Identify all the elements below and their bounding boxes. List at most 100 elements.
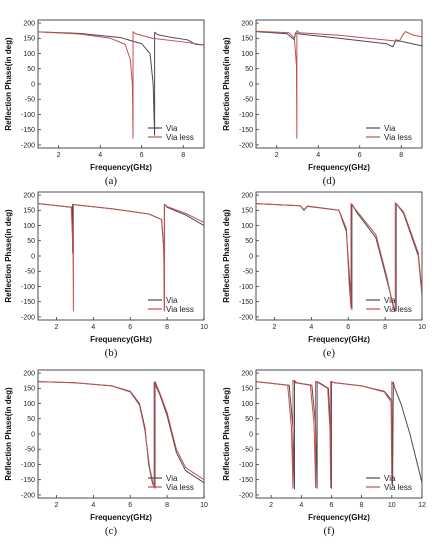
series-line-via [256,380,422,490]
series-group [38,31,204,139]
y-tick-label: -100 [239,112,253,119]
y-tick-label: -200 [239,314,253,321]
y-tick-label: -150 [239,477,253,484]
y-tick-label: -100 [21,284,35,291]
y-tick-label: -50 [243,97,253,104]
y-tick-label: 50 [27,66,35,73]
y-tick-label: -150 [21,127,35,134]
x-axis-title: Frequency(GHz) [90,163,152,172]
y-tick-label: -200 [239,492,253,499]
panel-label: (e) [323,347,336,359]
x-tick-label: 2 [272,324,276,331]
x-tick-label: 8 [399,152,403,159]
panel-e: 2 4 6 8 10 -200 -150 -100 -50 0 50 100 150 200 Frequen… [222,191,426,359]
x-tick-label: 6 [346,324,350,331]
legend-label-via: Via [166,296,178,305]
y-tick-label: 0 [249,81,253,88]
legend-label-via: Via [384,296,396,305]
series-line-via [38,31,204,136]
x-tick-label: 4 [91,324,95,331]
legend-label-via-less: Via less [384,483,412,492]
y-tick-label: 200 [23,20,35,27]
series-group [38,203,204,312]
y-tick-label: -200 [239,142,253,149]
plot-frame [255,19,423,149]
y-axis-title: Reflection Phase(in deg) [222,387,231,481]
x-tick-label: 6 [358,152,362,159]
x-tick-label: 10 [200,502,208,509]
y-tick-label: -150 [239,127,253,134]
x-tick-label: 4 [299,502,303,509]
series-group [256,379,422,490]
y-axis-title: Reflection Phase(in deg) [222,37,231,131]
x-tick-label: 2 [57,152,61,159]
series-line-via-less [38,31,204,139]
x-tick-label: 6 [128,324,132,331]
y-tick-label: 150 [241,208,253,215]
y-tick-label: 200 [241,370,253,377]
x-axis-title: Frequency(GHz) [308,335,370,344]
panel-label: (b) [105,347,118,359]
y-tick-label: 200 [23,370,35,377]
legend-label-via-less: Via less [166,483,194,492]
y-axis-title: Reflection Phase(in deg) [4,387,13,481]
x-tick-label: 4 [98,152,102,159]
y-tick-label: -150 [239,299,253,306]
series-line-via [38,381,204,488]
y-tick-label: 50 [27,416,35,423]
panel-b: 2 4 6 8 10 -200 -150 -100 -50 0 50 100 150 200 Frequen… [4,191,208,359]
x-axis-title: Frequency(GHz) [308,163,370,172]
y-tick-label: 0 [31,81,35,88]
y-tick-label: -50 [243,447,253,454]
panel-f: 2 4 6 8 10 12 -200 -150 -100 -50 0 50 100 150 200 Frequ… [222,369,426,537]
y-tick-label: -200 [21,314,35,321]
x-tick-label: 6 [128,502,132,509]
y-tick-label: 100 [23,51,35,58]
plot-frame [37,19,205,149]
y-tick-label: 150 [23,386,35,393]
y-tick-label: -50 [25,269,35,276]
panel-label: (c) [105,525,118,537]
legend-label-via-less: Via less [166,133,194,142]
series-group [256,202,422,312]
y-tick-label: -100 [239,284,253,291]
y-tick-label: -50 [25,97,35,104]
x-tick-label: 6 [330,502,334,509]
panel-label: (d) [323,175,336,187]
panel-label: (a) [105,175,118,187]
y-tick-label: 150 [23,208,35,215]
y-tick-label: 50 [245,66,253,73]
series-line-via [256,31,422,48]
y-tick-label: 0 [31,253,35,260]
y-tick-label: -150 [21,477,35,484]
panel-d: 2 4 6 8 -200 -150 -100 -50 0 50 100 150 200 Frequency… [222,19,423,187]
y-tick-label: 0 [249,431,253,438]
legend-label-via-less: Via less [384,133,412,142]
y-tick-label: -50 [25,447,35,454]
y-tick-label: -100 [21,462,35,469]
x-tick-label: 10 [388,502,396,509]
y-tick-label: 50 [245,416,253,423]
legend-label-via: Via [384,124,396,133]
y-tick-label: 50 [27,238,35,245]
series-line-via-less [38,381,204,489]
legend-label-via: Via [166,124,178,133]
y-tick-label: 150 [241,386,253,393]
y-tick-label: 100 [241,51,253,58]
series-line-via-less [256,30,422,139]
x-tick-label: 2 [54,324,58,331]
legend-label-via-less: Via less [384,305,412,314]
y-tick-label: 200 [241,20,253,27]
x-axis-title: Frequency(GHz) [90,335,152,344]
x-tick-label: 8 [181,152,185,159]
y-tick-label: 100 [23,401,35,408]
series-group [38,381,204,489]
x-tick-label: 2 [275,152,279,159]
x-tick-label: 6 [140,152,144,159]
plot-frame [255,369,423,499]
y-axis-title: Reflection Phase(in deg) [4,209,13,303]
y-tick-label: 0 [31,431,35,438]
y-tick-label: 200 [241,192,253,199]
y-tick-label: 150 [241,36,253,43]
x-tick-label: 4 [309,324,313,331]
